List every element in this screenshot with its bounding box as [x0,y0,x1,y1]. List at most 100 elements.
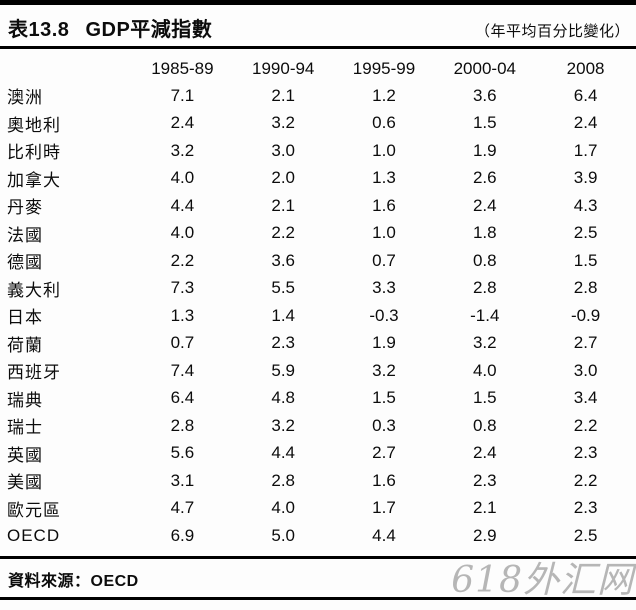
source-note: 資料來源：OECD [8,573,139,590]
cell: 0.7 [170,333,195,353]
cell: 2.3 [573,498,598,518]
cell: 1.9 [472,140,497,160]
cell: 1.0 [372,223,396,243]
cell: 2.9 [472,525,497,545]
cell: 4.0 [170,223,195,243]
table-title-text: GDP平減指數 [85,19,213,41]
cell: 3.0 [573,360,598,380]
header-rule [0,46,636,49]
table-row: 歐元區 4.7 4.0 1.7 2.1 2.3 [0,495,636,523]
cell: 5.0 [271,525,296,545]
table-row: 丹麥 4.4 2.1 1.6 2.4 4.3 [0,192,636,220]
cell: 2.3 [573,443,598,463]
cell: 2.4 [170,113,195,133]
cell: -0.9 [570,305,601,325]
cell: 2.8 [573,278,598,298]
cell: 3.2 [472,333,497,353]
cell: 3.2 [372,360,396,380]
cell: 1.5 [573,250,598,270]
cell: 2.1 [271,85,296,105]
table-row: 瑞士 2.8 3.2 0.3 0.8 2.2 [0,412,636,440]
cell: 4.4 [372,525,396,545]
cell: 1.6 [372,195,396,215]
cell: 1.6 [372,470,396,490]
table-row: 美國 3.1 2.8 1.6 2.3 2.2 [0,467,636,495]
cell: 4.7 [170,498,195,518]
cell: 0.8 [472,250,497,270]
cell: 4.4 [170,195,195,215]
table-row: 法國 4.0 2.2 1.0 1.8 2.5 [0,220,636,248]
cell: 3.2 [271,113,296,133]
table-row: 奧地利 2.4 3.2 0.6 1.5 2.4 [0,110,636,138]
cell: 3.6 [271,250,296,270]
cell: 2.1 [271,195,296,215]
cell: 2.2 [573,415,598,435]
cell: 1.3 [372,168,396,188]
cell: 7.4 [170,360,195,380]
table-row: OECD 6.9 5.0 4.4 2.9 2.5 [0,522,636,550]
row-label: 丹麥 [7,198,43,218]
row-label: 歐元區 [7,500,61,520]
column-header: 1985-89 [151,58,214,78]
cell: 2.8 [271,470,296,490]
table-row: 英國 5.6 4.4 2.7 2.4 2.3 [0,440,636,468]
row-label: 澳洲 [7,88,43,108]
cell: 2.2 [170,250,195,270]
cell: 2.0 [271,168,296,188]
table-row: 加拿大 4.0 2.0 1.3 2.6 3.9 [0,165,636,193]
cell: 2.4 [573,113,598,133]
table-header: 表13.8 GDP平減指數 （年平均百分比變化） [8,13,630,42]
row-label: 法國 [7,225,43,245]
row-label: 瑞典 [7,390,43,410]
cell: 0.7 [372,250,396,270]
bottom-rule [0,597,636,600]
cell: 7.3 [170,278,195,298]
gdp-deflator-table: 1985-89 1990-94 1995-99 2000-04 2008 澳洲 … [0,55,636,550]
cell: 2.6 [472,168,497,188]
cell: 3.0 [271,140,296,160]
cell: 3.1 [170,470,195,490]
column-header-row: 1985-89 1990-94 1995-99 2000-04 2008 [0,55,636,82]
row-label: 義大利 [7,280,61,300]
cell: 4.4 [271,443,296,463]
cell: 3.2 [170,140,195,160]
cell: 3.9 [573,168,598,188]
cell: 6.4 [573,85,598,105]
cell: 6.9 [170,525,195,545]
cell: 5.6 [170,443,195,463]
cell: 3.4 [573,388,598,408]
table-title: 表13.8 GDP平減指數 [8,13,212,42]
cell: 1.7 [372,498,396,518]
column-header: 2008 [566,58,605,78]
cell: 1.0 [372,140,396,160]
cell: 3.2 [271,415,296,435]
cell: 3.6 [472,85,497,105]
cell: 4.0 [271,498,296,518]
cell: 2.7 [573,333,598,353]
row-label: 英國 [7,445,43,465]
cell: 2.5 [573,223,598,243]
watermark: 618外汇网 [451,560,634,601]
cell: 2.4 [472,443,497,463]
row-label: 西班牙 [7,363,61,383]
cell: 1.8 [472,223,497,243]
column-header: 1990-94 [252,58,315,78]
cell: 0.8 [472,415,497,435]
table-row: 瑞典 6.4 4.8 1.5 1.5 3.4 [0,385,636,413]
table-row: 澳洲 7.1 2.1 1.2 3.6 6.4 [0,82,636,110]
cell: 4.0 [472,360,497,380]
cell: 2.2 [271,223,296,243]
cell: 1.5 [372,388,396,408]
cell: 5.9 [271,360,296,380]
row-label: 加拿大 [7,170,61,190]
table-row: 義大利 7.3 5.5 3.3 2.8 2.8 [0,275,636,303]
row-label: 德國 [7,253,43,273]
cell: 5.5 [271,278,296,298]
cell: 1.2 [372,85,396,105]
cell: 7.1 [170,85,195,105]
cell: 1.5 [472,113,497,133]
cell: 4.3 [573,195,598,215]
table-row: 德國 2.2 3.6 0.7 0.8 1.5 [0,247,636,275]
cell: 2.8 [472,278,497,298]
